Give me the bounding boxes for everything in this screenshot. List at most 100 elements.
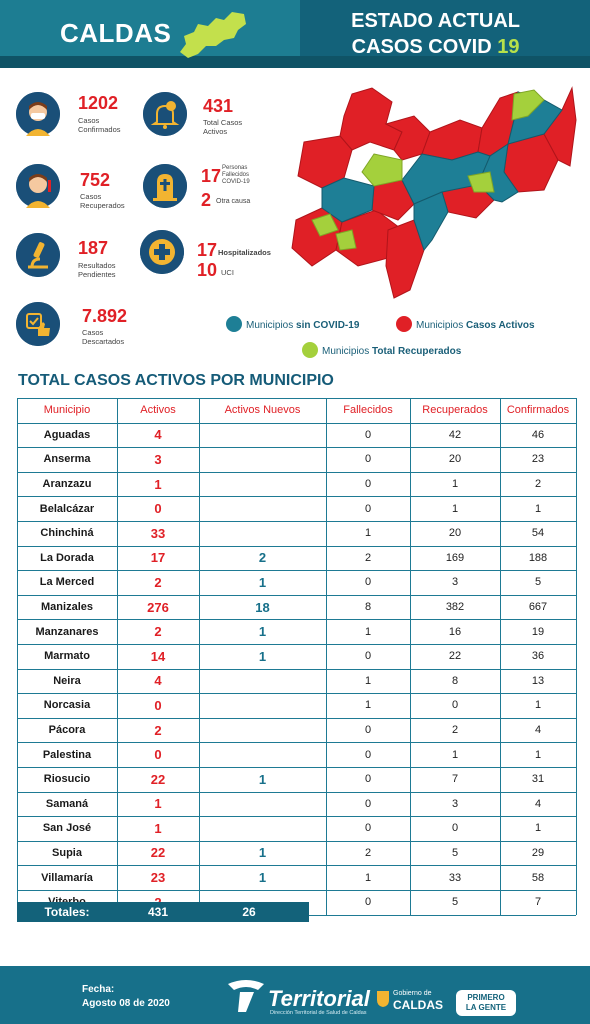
gov-name: CALDAS <box>393 998 443 1012</box>
cell-activos-nuevos <box>199 521 326 546</box>
cell-recuperados: 382 <box>445 601 465 614</box>
grid-hline <box>17 496 576 498</box>
cell-recuperados: 22 <box>448 650 462 663</box>
state-title: ESTADO ACTUAL CASOS COVID 19 <box>351 8 520 60</box>
cell-fallecidos: 2 <box>364 846 372 859</box>
region-name: CALDAS <box>60 18 172 48</box>
grid-vline <box>500 398 501 915</box>
cell-fallecidos: 8 <box>364 601 372 614</box>
cell-recuperados: 0 <box>451 822 459 835</box>
table-row: La Dorada 17 2 2 169 188 <box>17 546 576 571</box>
deaths-covid-value: 17 <box>201 166 222 186</box>
cell-activos: 0 <box>154 501 162 517</box>
cell-fallecidos: 2 <box>364 551 372 564</box>
cell-recuperados: 1 <box>451 502 459 515</box>
state-title-line2: CASOS COVID <box>351 36 492 58</box>
legend-red-dot <box>396 316 412 332</box>
cell-confirmados: 2 <box>534 478 542 491</box>
table-row: Marmato 14 1 0 22 36 <box>17 644 576 669</box>
cell-confirmados: 36 <box>531 650 545 663</box>
grid-hline <box>17 767 576 768</box>
recovered-person-icon <box>16 164 60 208</box>
table-row: Neira 4 1 8 13 <box>17 669 576 694</box>
caldas-crest-icon <box>377 991 389 1007</box>
cell-recuperados: 3 <box>451 797 459 810</box>
cell-activos-nuevos <box>199 816 326 841</box>
active-label: Total Casos Activos <box>203 118 243 136</box>
caldas-silhouette-icon <box>180 12 246 58</box>
cell-fallecidos: 0 <box>364 748 372 761</box>
cell-fallecidos: 1 <box>364 527 372 540</box>
cell-municipio: Belalcázar <box>39 502 95 515</box>
cell-activos-nuevos: 1 <box>258 624 267 640</box>
legend-recovered: Municipios Total Recuperados <box>322 346 462 357</box>
grid-hline <box>17 693 576 695</box>
cell-confirmados: 29 <box>531 846 545 859</box>
cell-recuperados: 20 <box>448 527 462 540</box>
footer-date-label: Fecha: <box>82 984 115 995</box>
cell-recuperados: 42 <box>448 428 462 441</box>
totals-bar <box>17 902 309 922</box>
territorial-logo-icon <box>228 980 264 1012</box>
cell-confirmados: 31 <box>531 773 545 786</box>
cell-activos-nuevos: 2 <box>258 550 267 566</box>
grid-vline <box>576 398 577 915</box>
cell-activos-nuevos <box>199 693 326 718</box>
discarded-value: 7.892 <box>82 306 128 326</box>
deaths-covid-label: Personas Fallecidos COVID-19 <box>222 165 250 185</box>
grid-vline <box>117 398 118 915</box>
cell-activos: 2 <box>154 574 162 590</box>
cell-fallecidos: 0 <box>364 576 372 589</box>
bell-icon <box>143 92 187 136</box>
table-row: Supia 22 1 2 5 29 <box>17 841 576 866</box>
masked-person-icon <box>16 92 60 136</box>
cell-activos: 2 <box>154 624 162 640</box>
legend-no-covid: Municipios sin COVID-19 <box>246 320 360 331</box>
cell-activos: 1 <box>154 820 162 836</box>
cell-activos: 14 <box>150 648 166 664</box>
totals-new: 26 <box>242 905 256 919</box>
gov-label: Gobierno de <box>393 990 432 997</box>
cell-activos: 22 <box>150 845 166 861</box>
grid-hline <box>17 668 576 670</box>
cell-confirmados: 1 <box>534 748 542 761</box>
cell-fallecidos: 1 <box>364 674 372 687</box>
grid-hline <box>17 717 576 719</box>
cell-activos-nuevos <box>199 472 326 497</box>
cell-recuperados: 20 <box>448 453 462 466</box>
cell-activos: 276 <box>147 599 169 615</box>
legend-teal-dot <box>226 316 242 332</box>
grid-hline <box>17 644 576 645</box>
grid-hline <box>17 471 576 473</box>
cell-fallecidos: 0 <box>364 428 372 441</box>
header-fallecidos: Fallecidos <box>343 404 393 417</box>
cell-recuperados: 5 <box>451 896 459 909</box>
cell-municipio: Palestina <box>42 748 92 761</box>
caldas-municipality-map <box>291 86 577 299</box>
cell-activos-nuevos <box>199 447 326 472</box>
table-row: Chinchiná 33 1 20 54 <box>17 521 576 546</box>
cell-activos: 1 <box>154 476 162 492</box>
cell-activos-nuevos <box>199 742 326 767</box>
cell-municipio: La Dorada <box>40 551 94 564</box>
header-ribbon <box>0 56 590 68</box>
microscope-icon <box>16 233 60 277</box>
cell-fallecidos: 1 <box>364 625 372 638</box>
cell-activos: 2 <box>154 722 162 738</box>
cell-confirmados: 188 <box>528 551 548 564</box>
header-activos-nuevos: Activos Nuevos <box>224 404 301 417</box>
cell-activos-nuevos <box>199 792 326 817</box>
cell-activos: 3 <box>154 451 162 467</box>
table-row: Samaná 1 0 3 4 <box>17 792 576 817</box>
grid-hline <box>17 521 576 522</box>
cell-municipio: Riosucio <box>43 773 91 786</box>
cell-municipio: Chinchiná <box>40 527 94 540</box>
uci-value: 10 <box>197 260 218 280</box>
table-row: Aguadas 4 0 42 46 <box>17 423 576 448</box>
table-row: Aranzazu 1 0 1 2 <box>17 472 576 497</box>
cell-municipio: Aranzazu <box>42 478 92 491</box>
cell-confirmados: 13 <box>531 674 545 687</box>
cell-confirmados: 1 <box>534 699 542 712</box>
grid-hline <box>17 791 576 793</box>
cell-confirmados: 7 <box>534 896 542 909</box>
